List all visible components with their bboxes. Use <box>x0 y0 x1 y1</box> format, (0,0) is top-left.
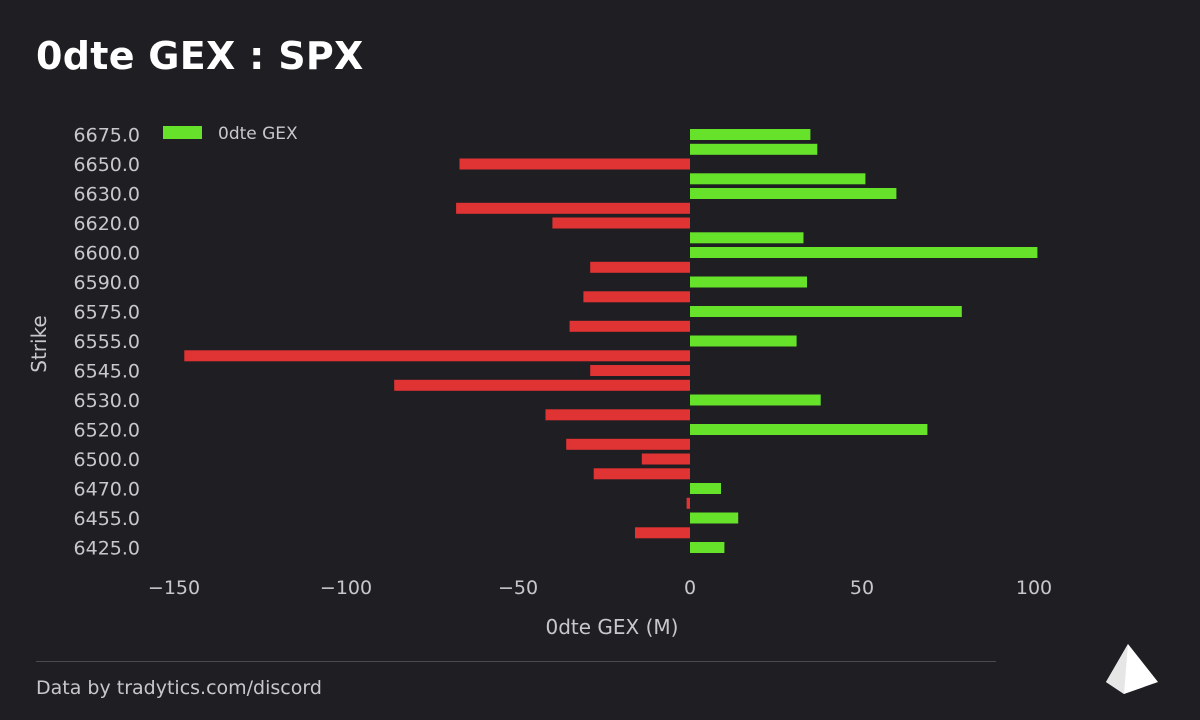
y-tick-label: 6520.0 <box>74 420 140 442</box>
y-tick-label: 6470.0 <box>74 479 140 501</box>
x-tick-label: −150 <box>148 577 200 599</box>
gex-bar-chart: 6675.0 6650.0 6630.0 6620.0 6600.0 6590.0 6575… <box>27 124 1052 639</box>
bar-6620.0 <box>552 217 690 229</box>
bar-6575.0 <box>690 306 962 317</box>
bar-6460.0 <box>686 497 690 509</box>
bar-6660.0 <box>690 143 818 155</box>
bar-6550.0 <box>184 350 691 362</box>
x-axis-label: 0dte GEX (M) <box>546 615 679 639</box>
bar-6505.0 <box>566 438 690 450</box>
bar-6520.0 <box>690 424 928 435</box>
y-tick-label: 6575.0 <box>74 302 140 324</box>
bar-6530.0 <box>690 394 821 406</box>
bar-6525.0 <box>545 409 690 421</box>
bar-6470.0 <box>690 483 721 494</box>
y-tick-label: 6425.0 <box>74 538 140 560</box>
y-tick-label: 6455.0 <box>74 508 140 530</box>
legend: 0dte GEX <box>163 124 298 144</box>
y-tick-label: 6650.0 <box>74 154 140 176</box>
bar-6675.0 <box>690 129 811 140</box>
legend-label: 0dte GEX <box>218 124 298 144</box>
bar-6480.0 <box>593 468 690 480</box>
y-axis-label: Strike <box>27 315 51 373</box>
y-tick-labels: 6675.0 6650.0 6630.0 6620.0 6600.0 6590.0 6575… <box>74 125 140 560</box>
y-tick-label: 6620.0 <box>74 213 140 235</box>
y-tick-label: 6500.0 <box>74 449 140 471</box>
bar-6590.0 <box>690 276 807 288</box>
x-tick-label: −100 <box>320 577 372 599</box>
bar-6430.0 <box>635 527 690 539</box>
y-tick-label: 6545.0 <box>74 361 140 383</box>
y-tick-label: 6530.0 <box>74 390 140 412</box>
bar-6630.0 <box>690 188 897 199</box>
y-tick-label: 6600.0 <box>74 243 140 265</box>
y-tick-label: 6630.0 <box>74 184 140 206</box>
x-tick-label: −50 <box>498 577 538 599</box>
y-tick-label: 6590.0 <box>74 272 140 294</box>
legend-swatch <box>163 126 202 139</box>
bar-6455.0 <box>690 512 739 524</box>
y-tick-label: 6555.0 <box>74 331 140 353</box>
bar-6640.0 <box>690 173 866 185</box>
bar-6625.0 <box>456 202 690 214</box>
bar-6500.0 <box>641 453 690 465</box>
x-tick-label: 50 <box>850 577 874 599</box>
bar-6425.0 <box>690 542 725 553</box>
bar-6555.0 <box>690 335 797 347</box>
bar-6600.0 <box>690 247 1038 258</box>
bar-6650.0 <box>459 158 690 170</box>
bar-6580.0 <box>583 291 690 303</box>
page-title: 0dte GEX : SPX <box>36 34 364 78</box>
bar-6540.0 <box>394 379 690 391</box>
bar-6545.0 <box>590 365 690 376</box>
bar-6560.0 <box>569 320 690 332</box>
footer-divider <box>36 661 996 662</box>
y-tick-label: 6675.0 <box>74 125 140 147</box>
x-tick-label: 0 <box>684 577 696 599</box>
x-tick-labels: −150 −100 −50 0 50 100 <box>148 577 1052 599</box>
tradytics-logo-icon <box>1106 644 1158 694</box>
x-tick-label: 100 <box>1016 577 1052 599</box>
bar-6595.0 <box>590 261 690 273</box>
footer-source-text: Data by tradytics.com/discord <box>36 677 322 699</box>
bars-group <box>184 129 1038 553</box>
bar-6610.0 <box>690 232 804 244</box>
